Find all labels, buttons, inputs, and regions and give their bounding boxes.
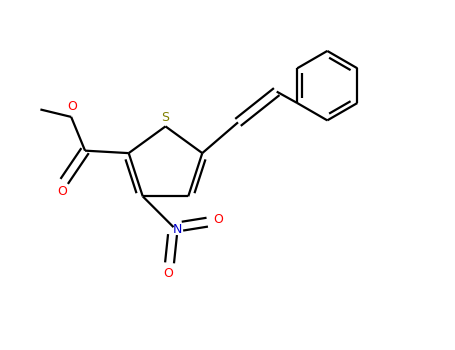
Text: S: S	[162, 111, 170, 125]
Text: O: O	[164, 267, 173, 280]
Text: O: O	[213, 213, 223, 226]
Text: O: O	[57, 185, 67, 198]
Text: N: N	[173, 223, 182, 236]
Text: O: O	[67, 99, 77, 112]
